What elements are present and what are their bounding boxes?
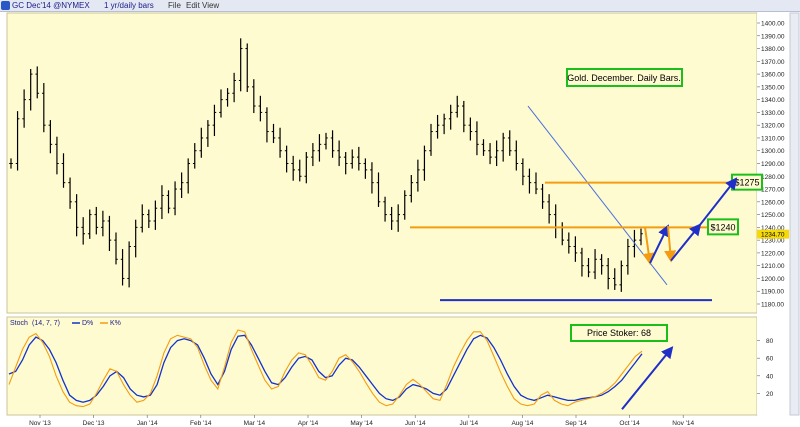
date-tick-label: Jul '14 [460,420,479,427]
price-tick-label: 1200.00 [761,276,785,283]
stoch-title: Stoch [10,320,28,327]
price-tick-label: 1380.00 [761,46,785,53]
price-tick-label: 1270.00 [761,187,785,194]
price-tick-label: 1240.00 [761,225,785,232]
price-tick-label: 1310.00 [761,135,785,142]
level-1275-label: $1275 [734,178,759,188]
symbol-selector[interactable]: GC Dec'14 @NYMEX [12,1,90,10]
stoch-up-arrow [621,346,674,410]
menu-view[interactable]: View [202,1,220,10]
price-tick-label: 1370.00 [761,59,785,66]
chart-title-box [566,68,683,87]
date-tick-label: Jan '14 [137,420,158,427]
stoch-series-k [8,329,643,408]
price-tick-label: 1390.00 [761,33,785,40]
date-tick-label: Sep '14 [565,420,587,427]
price-tick-label: 1210.00 [761,263,785,270]
chart-canvas: 1180.00 1190.00 1200.00 1210.00 1220.00 1230.… [6,12,800,427]
last-price-label: 1234.70 [761,232,785,239]
price-pane [6,12,758,314]
price-tick-label: 1320.00 [761,123,785,130]
stoch-note: Price Stoker: 68 [587,328,651,338]
projection-arrow-up-1 [649,224,670,264]
projection-arrow-up-3 [699,177,738,226]
price-tick-label: 1260.00 [761,199,785,206]
legend-d-label: D% [82,320,93,327]
stoch-tick-label: 60 [766,356,774,363]
price-tick-label: 1350.00 [761,84,785,91]
projection-arrow-down-2 [664,225,677,263]
stoch-tick-label: 80 [766,338,774,345]
stoch-params: (14, 7, 7) [32,320,60,327]
price-bars [9,38,643,292]
date-tick-label: Mar '14 [244,420,266,427]
price-tick-label: 1250.00 [761,212,785,219]
date-tick-label: May '14 [350,420,373,427]
price-tick-label: 1220.00 [761,250,785,257]
price-tick-label: 1340.00 [761,97,785,104]
stoch-axis: 20 40 60 80 [757,338,774,398]
date-tick-label: Oct '14 [619,420,640,427]
price-tick-label: 1280.00 [761,174,785,181]
period-selector[interactable]: 1 yr/daily bars [104,1,154,10]
date-tick-label: Apr '14 [298,420,319,427]
price-tick-label: 1360.00 [761,72,785,79]
level-1240-label: $1240 [710,222,735,232]
window-toolbar: GC Dec'14 @NYMEX 1 yr/daily bars File Ed… [0,0,800,12]
stoch-note-box [570,324,668,342]
date-tick-label: Feb '14 [190,420,212,427]
projection-arrow-up-2 [670,223,702,262]
price-tick-label: 1400.00 [761,21,785,28]
date-tick-label: Dec '13 [83,420,105,427]
price-tick-label: 1180.00 [761,302,784,309]
legend-k-label: K% [110,320,121,327]
date-tick-label: Jun '14 [405,420,426,427]
price-tick-label: 1290.00 [761,161,785,168]
stoch-tick-label: 20 [766,391,774,398]
price-axis: 1180.00 1190.00 1200.00 1210.00 1220.00 1230.… [757,21,789,309]
menu-edit[interactable]: Edit [186,1,200,10]
scrollbar[interactable] [789,12,800,416]
date-tick-label: Nov '13 [29,420,51,427]
annotations: $1275 $1240 [410,105,763,302]
stoch-series-d [8,334,643,403]
price-tick-label: 1230.00 [761,238,785,245]
price-tick-label: 1330.00 [761,110,785,117]
projection-arrow-down-1 [642,227,655,266]
app-logo-icon [1,1,10,10]
chart-title: Gold. December. Daily Bars. [567,73,681,83]
date-tick-label: Aug '14 [511,420,533,427]
date-tick-label: Nov '14 [672,420,694,427]
level-1240-box [707,218,739,236]
date-axis: Nov '13 Dec '13 Jan '14 Feb '14 Mar '14 Apr '… [29,415,694,427]
last-price-badge [757,229,789,239]
stoch-tick-label: 40 [766,373,774,380]
price-tick-label: 1300.00 [761,148,785,155]
menu-file[interactable]: File [168,1,181,10]
stoch-lines [8,329,674,410]
price-tick-label: 1190.00 [761,289,784,296]
